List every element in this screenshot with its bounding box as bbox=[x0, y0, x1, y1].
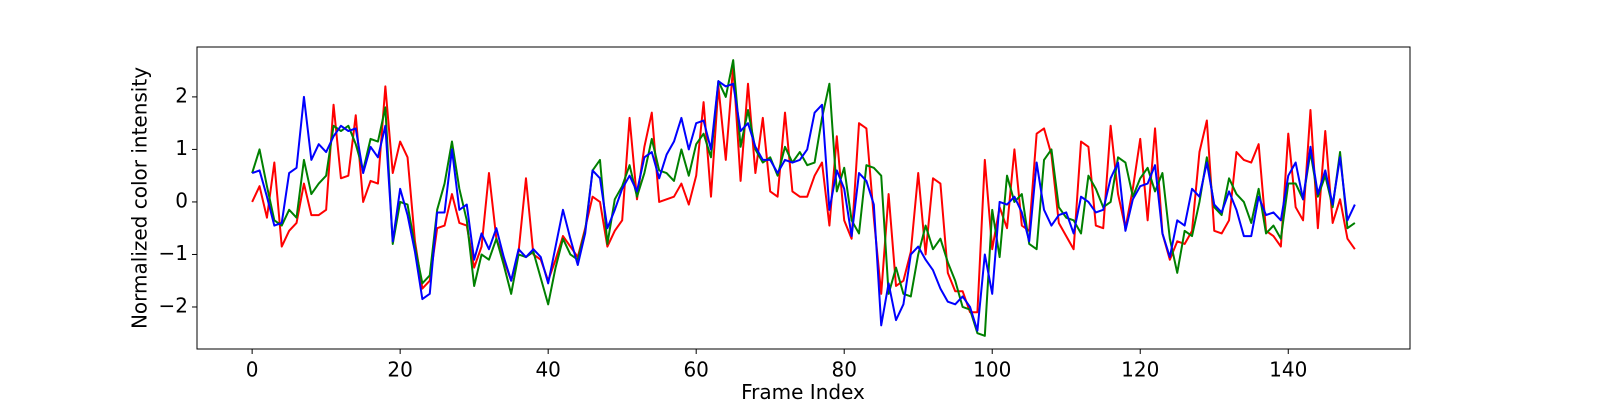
y-tick-label: −1 bbox=[159, 241, 188, 265]
y-tick-label: 1 bbox=[175, 136, 188, 160]
data-line bbox=[251, 80, 1356, 332]
x-tick-label: 140 bbox=[1269, 358, 1307, 382]
x-tick-label: 40 bbox=[535, 358, 560, 382]
x-tick-label: 0 bbox=[246, 358, 259, 382]
x-tick-label: 80 bbox=[831, 358, 856, 382]
data-line bbox=[251, 64, 1356, 314]
x-axis-label: Frame Index bbox=[741, 380, 865, 400]
y-tick-label: 0 bbox=[175, 188, 188, 212]
x-tick-label: 60 bbox=[683, 358, 708, 382]
x-tick-label: 100 bbox=[973, 358, 1011, 382]
x-tick-label: 120 bbox=[1121, 358, 1159, 382]
y-tick-label: −2 bbox=[159, 293, 188, 317]
y-tick-label: 2 bbox=[175, 83, 188, 107]
y-axis-label: Normalized color intensity bbox=[128, 67, 152, 329]
x-tick-label: 20 bbox=[387, 358, 412, 382]
plot-frame bbox=[196, 46, 1411, 350]
